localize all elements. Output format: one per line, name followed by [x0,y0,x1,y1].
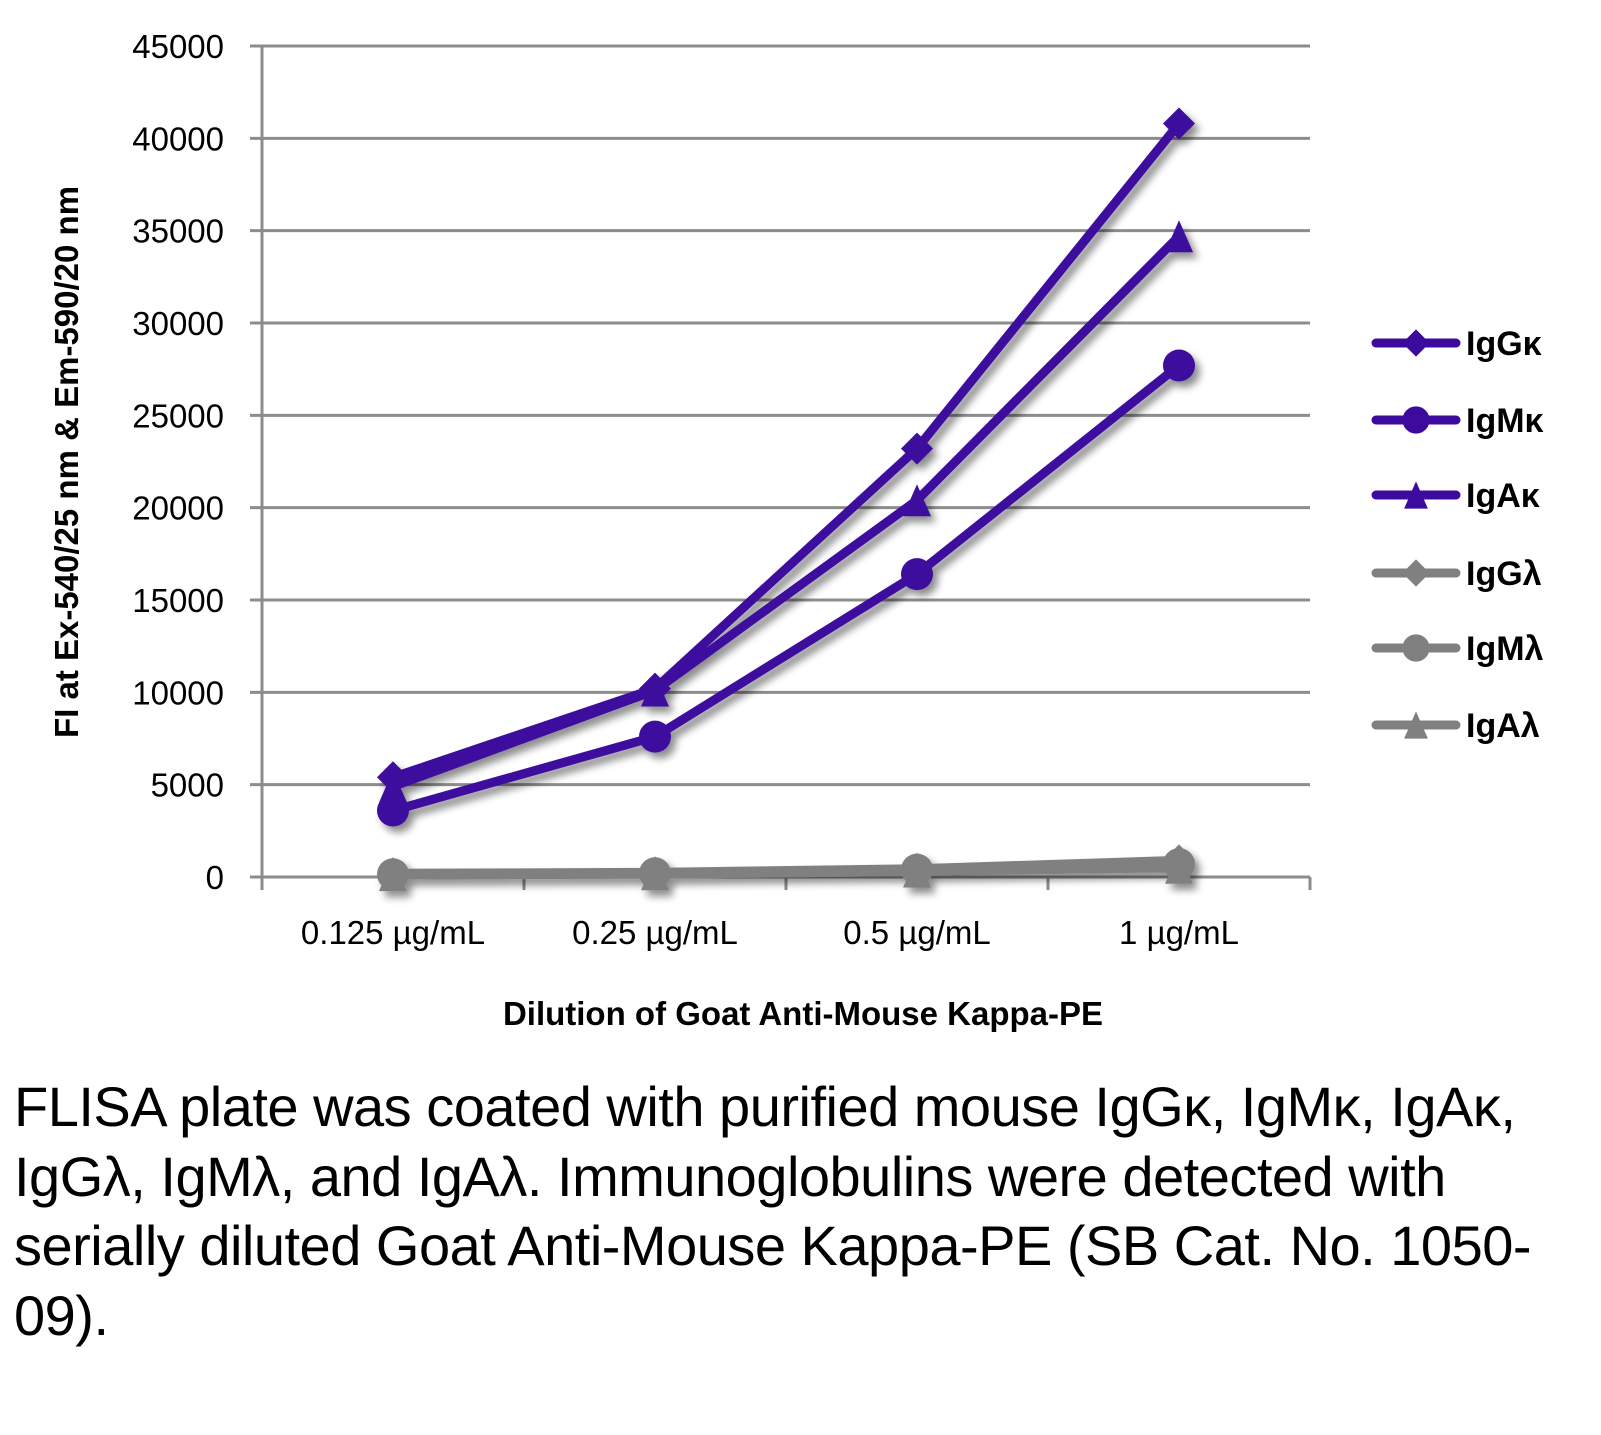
x-axis-title: Dilution of Goat Anti-Mouse Kappa-PE [503,995,1103,1032]
data-point [377,857,409,890]
legend-label: IgMκ [1466,402,1544,440]
legend-marker-triangle-icon [1404,711,1428,739]
series-IgAκ [379,220,1193,803]
y-axis-title: FI at Ex-540/25 nm & Em-590/20 nm [48,186,85,738]
series-line [388,855,1184,878]
legend-marker-circle-icon [1402,406,1430,434]
legend-marker-diamond-icon [1402,329,1430,357]
line-chart: 0 5000 10000 15000 20000 25000 30000 35000 40000… [48,28,1544,1032]
y-tick-label: 40000 [132,120,224,157]
series-IgMκ [377,349,1195,827]
data-point [639,672,671,705]
legend-marker-triangle-icon [1404,481,1428,509]
axes [260,46,1312,890]
legend-item: IgGκ [1371,325,1542,363]
data-point [901,432,933,465]
x-tick-label: 0.25 µg/mL [572,914,738,951]
y-tick-label: 15000 [132,582,224,619]
data-point [639,720,671,753]
data-point [377,761,409,794]
x-tick-label: 1 µg/mL [1119,914,1239,951]
series-line [388,231,1184,792]
legend: IgGκ IgMκ IgAκ IgGλ IgMλ IgAλ [1371,325,1544,745]
data-point [639,856,671,889]
x-tick-label: 0.5 µg/mL [843,914,990,951]
legend-label: IgAλ [1466,707,1540,745]
x-tick-label: 0.125 µg/mL [301,914,485,951]
legend-item: IgGλ [1371,555,1542,593]
y-tick-label: 20000 [132,490,224,527]
y-tick-label: 35000 [132,213,224,250]
legend-item: IgMκ [1371,402,1544,440]
y-tick-label: 0 [206,859,224,896]
gridlines [250,44,1310,879]
legend-marker-circle-icon [1402,634,1430,662]
data-point [377,794,409,827]
y-tick-label: 5000 [151,767,224,804]
data-point [903,484,931,517]
data-point [1163,844,1195,877]
legend-marker-diamond-icon [1402,559,1430,587]
x-tick-labels: 0.125 µg/mL 0.25 µg/mL 0.5 µg/mL 1 µg/mL [301,914,1239,951]
legend-label: IgGλ [1466,555,1542,593]
series-line [388,360,1184,816]
series-IgGλ [377,844,1195,890]
y-tick-labels: 0 5000 10000 15000 20000 25000 30000 35000 40000… [132,28,224,896]
data-point [901,558,933,591]
y-tick-label: 30000 [132,305,224,342]
legend-label: IgAκ [1466,477,1540,515]
legend-label: IgMλ [1466,630,1544,668]
legend-item: IgMλ [1371,630,1544,668]
series-IgGκ [377,107,1195,794]
y-tick-label: 10000 [132,674,224,711]
data-point [901,852,933,885]
y-tick-label: 25000 [132,397,224,434]
data-point [1163,349,1195,382]
data-point [1165,220,1193,253]
series-group [377,107,1195,892]
y-tick-label: 45000 [132,28,224,65]
figure-caption: FLISA plate was coated with purified mou… [14,1075,1532,1347]
series-line [388,119,1184,782]
legend-item: IgAλ [1371,707,1540,745]
legend-item: IgAκ [1371,477,1540,515]
data-point [1163,107,1195,140]
legend-label: IgGκ [1466,325,1542,363]
